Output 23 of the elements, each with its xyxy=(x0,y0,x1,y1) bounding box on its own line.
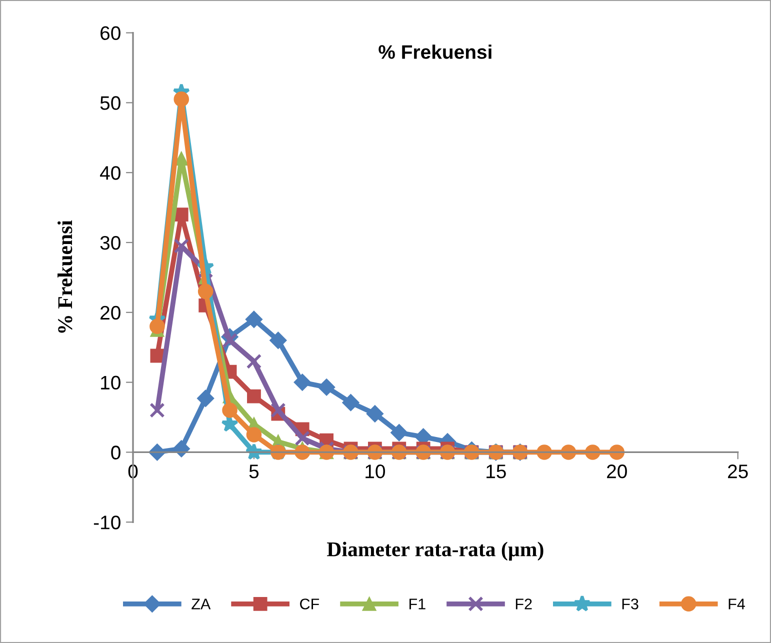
x-tick-label: 10 xyxy=(366,464,385,478)
legend-label: F1 xyxy=(410,598,426,610)
legend-label: CF xyxy=(300,598,320,610)
y-tick-label: 10 xyxy=(101,376,120,390)
x-tick-label: 20 xyxy=(607,464,627,478)
y-tick-label: 20 xyxy=(100,306,120,320)
x-tick-label: 0 xyxy=(128,464,138,478)
x-tick-label: 5 xyxy=(249,464,259,478)
legend-label: F4 xyxy=(728,598,745,610)
y-axis-title: % Frekuensi xyxy=(58,220,72,333)
y-tick-label: 40 xyxy=(100,166,120,180)
x-tick-label: 15 xyxy=(486,464,506,478)
x-tick-label: 25 xyxy=(728,464,748,478)
y-tick-label: 30 xyxy=(100,236,120,250)
legend-label: ZA xyxy=(192,598,211,610)
x-axis-title: Diameter rata-rata (µm) xyxy=(327,542,544,561)
y-tick-label: 0 xyxy=(111,446,120,460)
y-tick-label: -10 xyxy=(94,516,120,530)
y-tick-label: 50 xyxy=(100,96,120,110)
legend-label: F3 xyxy=(622,598,638,610)
legend-label: F2 xyxy=(516,598,532,610)
chart-title: % Frekuensi xyxy=(378,44,492,59)
y-tick-label: 60 xyxy=(100,26,120,40)
